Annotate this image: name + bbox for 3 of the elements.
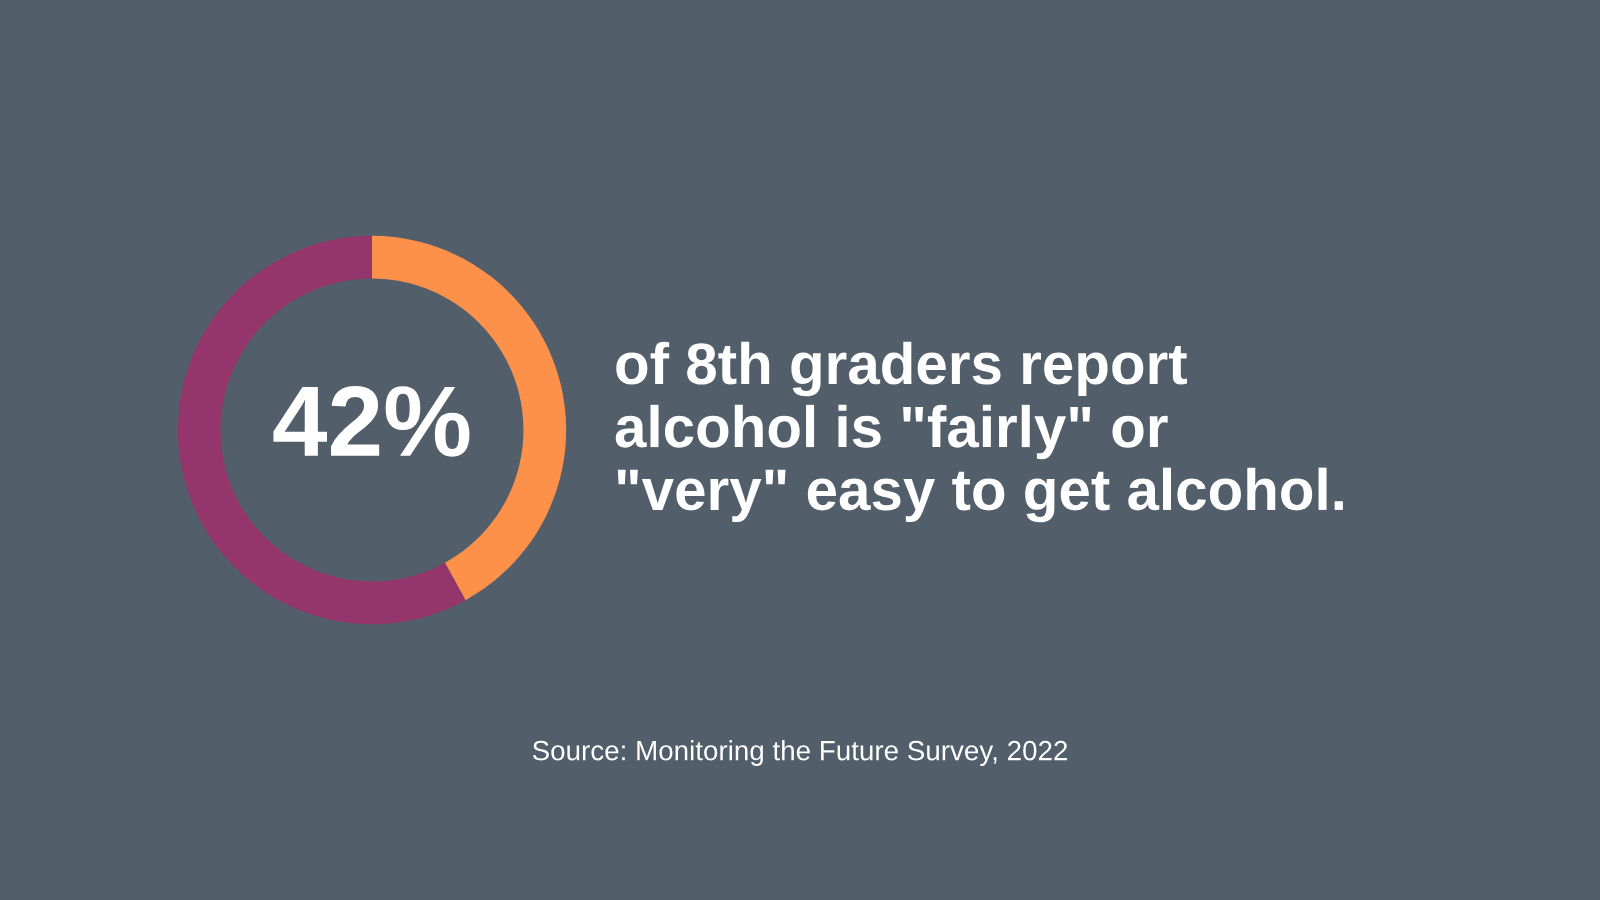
text: of 8th graders report alcohol is "fairly" or "very" easy to get alcohol. xyxy=(615,341,1343,523)
source-note: Source: Monitoring the Future Survey, 2022 xyxy=(532,740,1068,766)
data-label: 42% xyxy=(273,386,470,457)
